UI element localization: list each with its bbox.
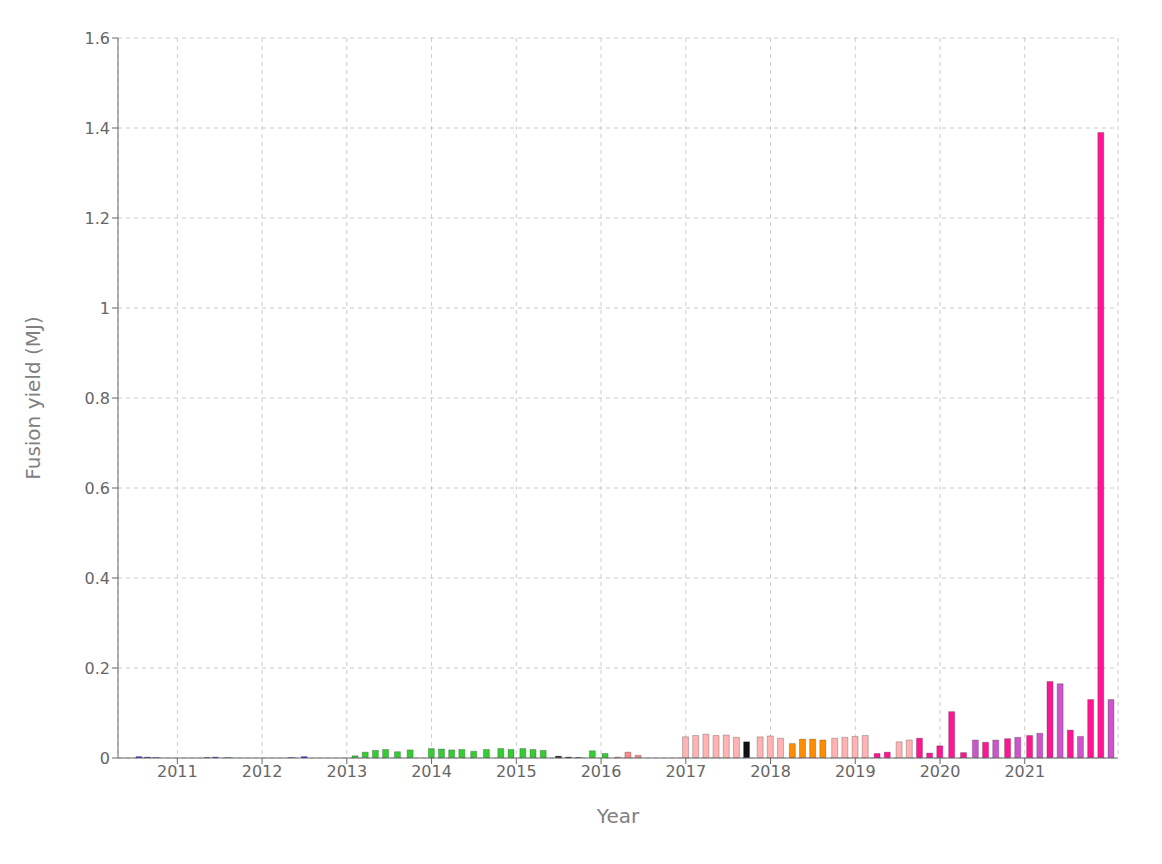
svg-text:2014: 2014 (411, 762, 452, 781)
svg-text:2016: 2016 (581, 762, 622, 781)
svg-text:0: 0 (100, 749, 110, 768)
svg-text:1.6: 1.6 (85, 29, 110, 48)
svg-text:0.6: 0.6 (85, 479, 110, 498)
svg-text:0.2: 0.2 (85, 659, 110, 678)
svg-text:Year: Year (596, 804, 640, 828)
svg-text:2018: 2018 (750, 762, 791, 781)
svg-text:2015: 2015 (496, 762, 537, 781)
svg-text:1: 1 (100, 299, 110, 318)
svg-text:Fusion yield (MJ): Fusion yield (MJ) (21, 316, 45, 479)
svg-text:2012: 2012 (242, 762, 283, 781)
svg-text:2017: 2017 (665, 762, 706, 781)
svg-text:0.4: 0.4 (85, 569, 110, 588)
svg-text:0.8: 0.8 (85, 389, 110, 408)
svg-text:2011: 2011 (157, 762, 198, 781)
svg-text:2020: 2020 (920, 762, 961, 781)
svg-text:2019: 2019 (835, 762, 876, 781)
svg-text:2013: 2013 (326, 762, 367, 781)
svg-text:1.4: 1.4 (85, 119, 110, 138)
svg-text:2021: 2021 (1004, 762, 1045, 781)
svg-text:1.2: 1.2 (85, 209, 110, 228)
